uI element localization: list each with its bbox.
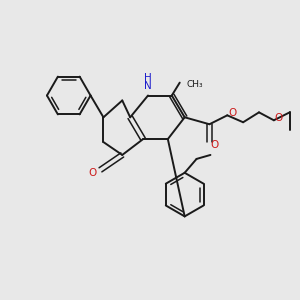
- Text: O: O: [228, 108, 236, 118]
- Text: CH₃: CH₃: [187, 80, 203, 89]
- Text: O: O: [275, 113, 283, 123]
- Text: H: H: [144, 73, 152, 83]
- Text: N: N: [144, 81, 152, 91]
- Text: O: O: [88, 168, 97, 178]
- Text: O: O: [210, 140, 218, 150]
